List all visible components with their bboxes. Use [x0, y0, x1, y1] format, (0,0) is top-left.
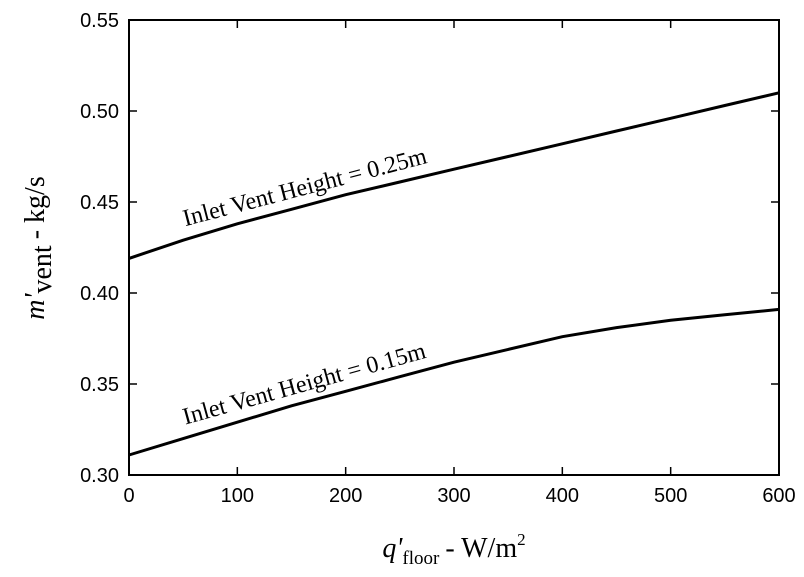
x-tick-label: 300	[437, 485, 470, 507]
y-tick-label: 0.35	[80, 374, 119, 396]
series-line-2	[128, 307, 780, 457]
annotations: Inlet Vent Height = 0.25m Inlet Vent Heig…	[180, 143, 430, 430]
series-group	[128, 91, 780, 457]
y-tick-label: 0.45	[80, 192, 119, 214]
y-axis-ticks: 0.30 0.35 0.40 0.45 0.50 0.55	[80, 10, 779, 487]
x-tick-label: 0	[123, 485, 134, 507]
x-tick-label: 500	[654, 485, 687, 507]
x-tick-label: 100	[221, 485, 254, 507]
series-annotation-1: Inlet Vent Height = 0.25m	[180, 143, 430, 232]
y-axis-title: m'vent- kg/s	[20, 176, 58, 319]
x-axis-ticks: 0 100 200 300 400 500 600	[123, 20, 796, 507]
series-line-1	[128, 91, 780, 260]
y-tick-label: 0.55	[80, 10, 119, 32]
y-tick-label: 0.30	[80, 465, 119, 487]
y-tick-label: 0.50	[80, 101, 119, 123]
y-tick-label: 0.40	[80, 283, 119, 305]
x-tick-label: 400	[546, 485, 579, 507]
series-annotation-2: Inlet Vent Height = 0.15m	[180, 338, 429, 430]
x-axis-title: q'floor - W/m2	[382, 530, 525, 569]
x-tick-label: 600	[762, 485, 795, 507]
x-tick-label: 200	[329, 485, 362, 507]
